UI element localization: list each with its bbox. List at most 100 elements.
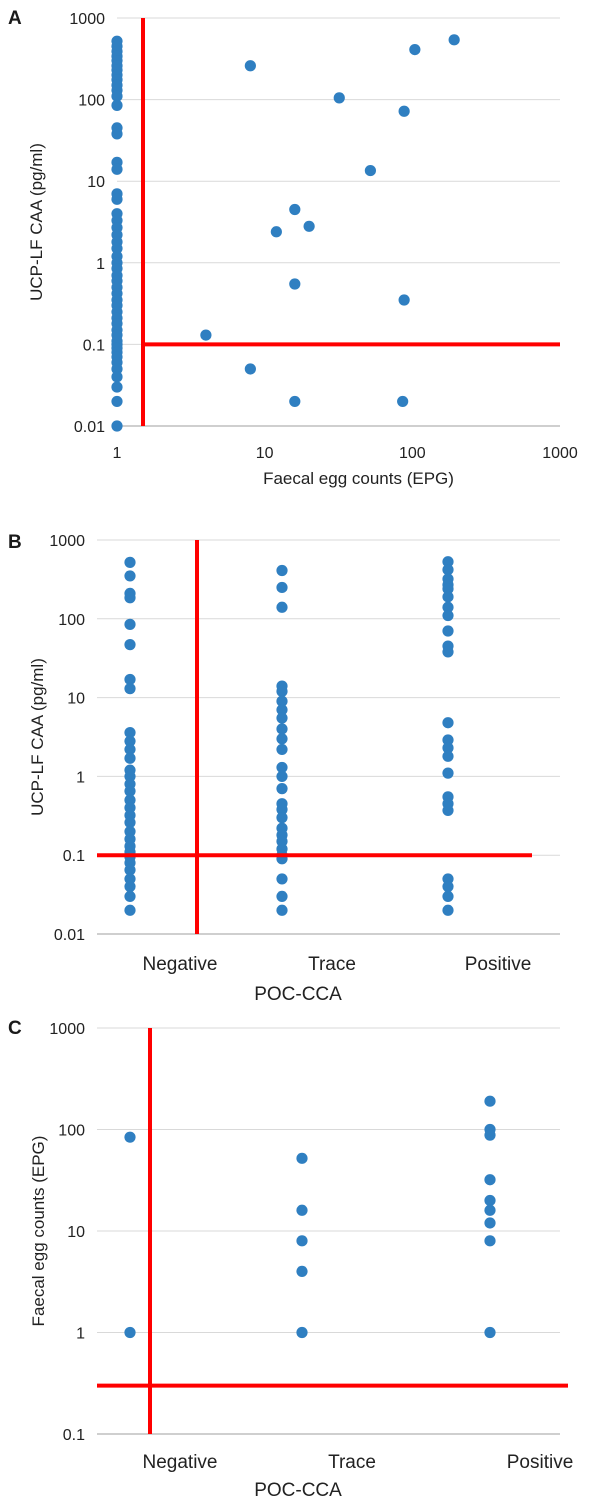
data-point	[124, 726, 136, 739]
data-point	[276, 873, 288, 885]
chart-c-svg: 0.1 1 10 100 1000 Faecal egg counts (EPG) Nega…	[29, 1021, 574, 1501]
data-point	[270, 226, 282, 238]
data-point	[124, 1326, 136, 1339]
data-point	[124, 673, 136, 686]
data-point	[111, 363, 123, 375]
data-point	[124, 880, 136, 893]
panel-label-c: C	[8, 1018, 22, 1039]
data-point	[276, 904, 288, 916]
y-tick-label: 100	[78, 93, 105, 110]
data-point	[289, 278, 301, 290]
data-point	[442, 591, 454, 603]
data-point	[398, 105, 410, 117]
y-tick-label: 10	[87, 174, 105, 191]
data-point	[111, 128, 123, 140]
y-tick-label: 1000	[69, 11, 105, 28]
data-point	[442, 583, 454, 595]
data-point	[448, 34, 460, 46]
data-point	[124, 752, 136, 764]
data-point	[124, 592, 136, 604]
data-point	[111, 193, 123, 205]
panel-a: A 0.01 0.1 1 10 100 1000 UCP-LF CAA (pg/ml) 1 10…	[0, 0, 590, 500]
data-point	[442, 890, 454, 903]
data-point	[442, 750, 454, 762]
data-point	[276, 783, 288, 795]
data-point	[111, 420, 123, 432]
data-point	[484, 1194, 496, 1207]
data-point	[442, 646, 454, 658]
data-point	[484, 1129, 496, 1141]
panel-label-a: A	[8, 8, 22, 29]
data-point	[276, 733, 288, 745]
x-tick-label: 1	[113, 445, 122, 462]
data-point	[442, 734, 454, 746]
data-point	[484, 1326, 496, 1339]
data-point	[124, 816, 136, 829]
data-point	[442, 564, 454, 576]
data-point	[124, 864, 136, 876]
data-point	[124, 735, 136, 747]
y-tick-label: 0.01	[74, 419, 105, 436]
data-point	[397, 395, 409, 408]
data-point	[296, 1326, 308, 1339]
data-point	[484, 1095, 496, 1107]
x-category-label: Negative	[143, 954, 218, 975]
data-point	[303, 220, 315, 232]
y-axis-label: Faecal egg counts (EPG)	[29, 1136, 48, 1327]
y-tick-label: 0.01	[54, 927, 85, 944]
data-point	[111, 242, 123, 255]
data-point	[442, 717, 454, 729]
data-point	[364, 164, 376, 177]
data-point	[124, 743, 136, 756]
x-category-label: Positive	[465, 954, 532, 975]
data-point	[276, 695, 288, 707]
panel-b: B 0.01 0.1 1 10 100 1000 UCP-LF CAA (pg/ml) Neg…	[0, 500, 590, 1000]
data-point	[276, 564, 288, 577]
data-point	[442, 609, 454, 622]
data-point	[442, 742, 454, 754]
data-point	[276, 890, 288, 903]
y-axis-label: UCP-LF CAA (pg/ml)	[28, 658, 47, 816]
data-point	[124, 639, 136, 651]
data-point	[442, 804, 454, 817]
data-point	[333, 92, 345, 104]
data-point	[124, 1131, 136, 1143]
y-tick-label: 100	[58, 1123, 85, 1140]
data-point	[276, 743, 288, 756]
data-point	[276, 803, 288, 816]
y-axis-label: UCP-LF CAA (pg/ml)	[27, 143, 46, 301]
data-point	[124, 890, 136, 903]
x-category-label: Negative	[143, 1452, 218, 1473]
data-point	[124, 785, 136, 797]
panel-c: C 0.1 1 10 100 1000 Faecal egg counts (EPG) Ne…	[0, 1000, 590, 1501]
data-point	[124, 904, 136, 916]
y-tick-label: 1000	[49, 533, 85, 550]
data-point	[296, 1235, 308, 1247]
x-axis-label: Faecal egg counts (EPG)	[263, 469, 454, 488]
data-point	[409, 43, 421, 56]
data-point	[276, 704, 288, 716]
data-point	[111, 395, 123, 408]
x-category-label: Positive	[507, 1452, 574, 1473]
data-point	[124, 618, 136, 630]
data-point	[484, 1174, 496, 1186]
x-category-label: Trace	[328, 1452, 376, 1473]
data-point	[244, 60, 256, 72]
data-point	[124, 683, 136, 695]
data-point	[442, 904, 454, 916]
y-tick-label: 0.1	[83, 337, 105, 354]
data-point	[276, 770, 288, 782]
data-point	[276, 812, 288, 824]
x-tick-label: 1000	[542, 445, 578, 462]
data-point	[296, 1265, 308, 1277]
data-point	[398, 294, 410, 306]
y-tick-label: 1	[76, 1326, 85, 1343]
y-tick-label: 10	[67, 691, 85, 708]
data-point	[276, 723, 288, 735]
x-tick-label: 100	[399, 445, 426, 462]
data-point	[111, 90, 123, 102]
chart-b-svg: 0.01 0.1 1 10 100 1000 UCP-LF CAA (pg/ml) Negat…	[28, 533, 560, 1000]
data-point	[200, 329, 212, 341]
data-point	[296, 1152, 308, 1164]
y-tick-label: 0.1	[63, 1427, 85, 1444]
